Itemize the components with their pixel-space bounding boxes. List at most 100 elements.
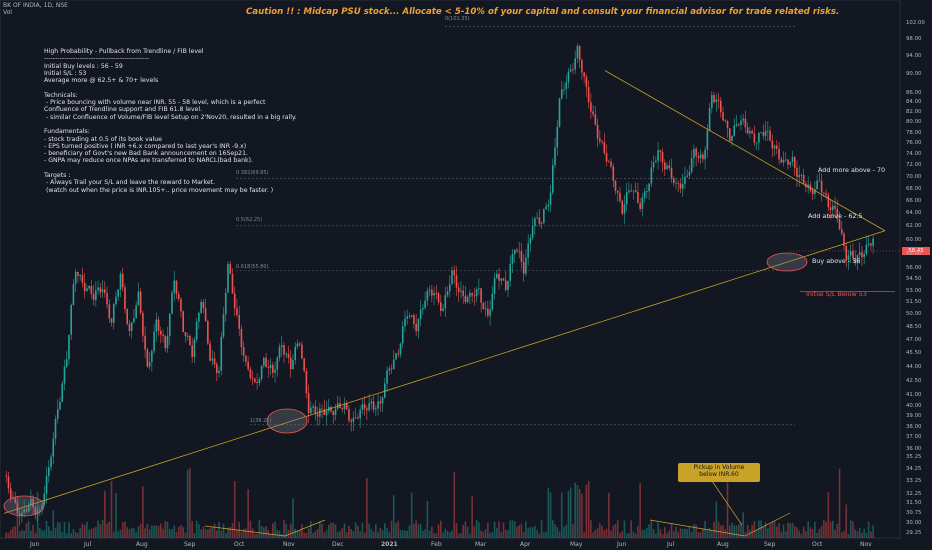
volume-bar bbox=[634, 533, 637, 538]
candle-body bbox=[616, 190, 619, 193]
candle-body bbox=[733, 125, 736, 136]
volume-bar bbox=[372, 531, 375, 538]
volume-bar bbox=[650, 520, 653, 538]
candle-body bbox=[238, 315, 240, 329]
volume-bar bbox=[229, 527, 232, 538]
volume-bar bbox=[834, 529, 836, 538]
candle-body bbox=[242, 347, 245, 356]
candle-body bbox=[426, 290, 429, 301]
volume-bar bbox=[410, 492, 413, 538]
candle-body bbox=[529, 237, 532, 244]
candle-body bbox=[688, 172, 691, 176]
y-tick-label: 47.00 bbox=[906, 336, 922, 343]
plot-frame bbox=[0, 0, 901, 539]
candle-body bbox=[146, 349, 149, 367]
volume-bar bbox=[552, 520, 554, 538]
candle-body bbox=[325, 410, 328, 416]
candle-body bbox=[357, 417, 359, 419]
volume-bar bbox=[352, 530, 355, 538]
volume-bar bbox=[767, 528, 769, 538]
volume-bar bbox=[289, 523, 292, 538]
volume-bar bbox=[256, 533, 258, 538]
candle-body bbox=[88, 285, 90, 289]
volume-bar bbox=[180, 524, 182, 538]
volume-bar bbox=[798, 530, 800, 538]
volume-bar bbox=[469, 533, 471, 538]
candle-body bbox=[493, 278, 496, 294]
volume-bar bbox=[336, 532, 339, 538]
candle-body bbox=[460, 290, 462, 292]
x-tick-label: 2021 bbox=[381, 541, 398, 548]
candle-body bbox=[462, 290, 464, 296]
volume-bar bbox=[419, 523, 422, 538]
candle-body bbox=[12, 498, 14, 500]
volume-bar bbox=[664, 526, 666, 538]
candle-body bbox=[791, 157, 794, 162]
candle-body bbox=[793, 157, 796, 168]
volume-bar bbox=[79, 528, 81, 538]
volume-bar bbox=[619, 533, 621, 538]
candle-body bbox=[153, 331, 155, 352]
volume-bar bbox=[14, 526, 16, 538]
volume-bar bbox=[305, 532, 308, 538]
volume-bar bbox=[518, 525, 520, 538]
candle-body bbox=[601, 141, 603, 143]
candle-body bbox=[608, 161, 610, 163]
volume-bar bbox=[5, 532, 8, 538]
candle-body bbox=[424, 300, 426, 308]
volume-bar bbox=[581, 493, 583, 538]
candle-body bbox=[558, 98, 561, 127]
candle-body bbox=[54, 419, 57, 439]
volume-bar bbox=[25, 523, 28, 538]
volume-bar bbox=[802, 527, 805, 538]
volume-bar bbox=[310, 521, 312, 538]
candle-body bbox=[742, 118, 744, 121]
volume-bar bbox=[184, 532, 187, 538]
candle-body bbox=[133, 318, 135, 323]
volume-bar bbox=[211, 526, 214, 538]
volume-bar bbox=[628, 532, 630, 538]
candle-body bbox=[256, 382, 258, 384]
highlight-ellipse-1 bbox=[266, 408, 308, 434]
volume-bar bbox=[265, 526, 267, 538]
candle-body bbox=[229, 264, 232, 274]
volume-bar bbox=[280, 533, 283, 538]
volume-bar bbox=[525, 521, 527, 538]
volume-bar bbox=[457, 533, 460, 538]
candle-body bbox=[431, 289, 433, 296]
volume-bar bbox=[569, 487, 572, 538]
y-tick-label: 33.25 bbox=[906, 478, 922, 485]
candle-body bbox=[207, 320, 209, 344]
volume-bar bbox=[816, 532, 818, 538]
volume-bar bbox=[744, 531, 747, 538]
candle-body bbox=[556, 126, 559, 148]
volume-bar bbox=[489, 532, 491, 538]
volume-bar bbox=[296, 530, 299, 538]
volume-bar bbox=[50, 530, 52, 538]
volume-bar bbox=[404, 530, 406, 538]
candle-body bbox=[307, 393, 310, 414]
candle-body bbox=[296, 343, 299, 347]
candle-body bbox=[820, 180, 823, 193]
candle-body bbox=[590, 102, 592, 112]
candle-body bbox=[377, 401, 379, 409]
candle-body bbox=[731, 135, 733, 141]
y-tick-label: 30.75 bbox=[906, 510, 922, 517]
x-tick-label: Jul bbox=[667, 541, 675, 548]
x-tick-label: Jul bbox=[84, 541, 92, 548]
candle-body bbox=[652, 162, 655, 168]
volume-bar bbox=[155, 525, 158, 538]
candle-body bbox=[110, 318, 113, 323]
candle-body bbox=[413, 315, 415, 324]
candle-body bbox=[209, 343, 211, 361]
candle-body bbox=[713, 95, 715, 103]
candle-body bbox=[92, 293, 95, 300]
candle-body bbox=[762, 132, 765, 136]
fib-label-5: 0.5(62.25) bbox=[236, 217, 263, 223]
candle-body bbox=[231, 273, 234, 294]
current-price-tag: 58.45 bbox=[902, 247, 930, 255]
candle-body bbox=[605, 153, 608, 162]
candle-body bbox=[545, 206, 547, 210]
candle-body bbox=[332, 411, 335, 416]
